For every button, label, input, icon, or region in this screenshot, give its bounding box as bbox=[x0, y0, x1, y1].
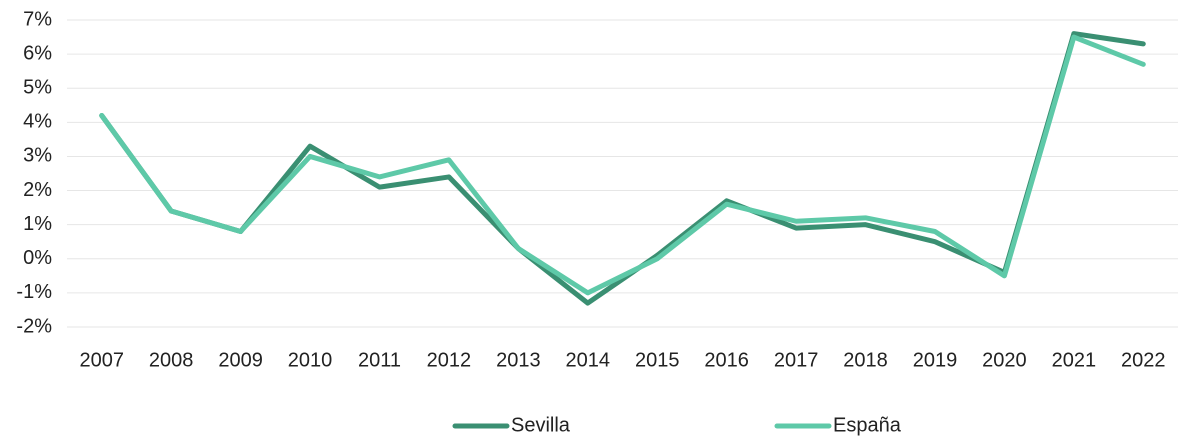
x-tick-label: 2011 bbox=[358, 349, 401, 371]
legend-label: Sevilla bbox=[511, 414, 571, 436]
y-tick-label: -2% bbox=[16, 315, 52, 337]
x-tick-label: 2007 bbox=[79, 349, 124, 371]
x-tick-label: 2017 bbox=[774, 349, 819, 371]
x-tick-label: 2013 bbox=[496, 349, 541, 371]
x-tick-label: 2014 bbox=[566, 349, 611, 371]
y-tick-label: 5% bbox=[23, 77, 52, 99]
x-tick-label: 2020 bbox=[982, 349, 1027, 371]
legend-label: España bbox=[833, 414, 902, 436]
y-tick-label: 7% bbox=[23, 8, 52, 30]
x-tick-label: 2012 bbox=[427, 349, 472, 371]
y-tick-label: 2% bbox=[23, 179, 52, 201]
y-tick-label: 6% bbox=[23, 42, 52, 64]
x-tick-label: 2021 bbox=[1052, 349, 1097, 371]
line-series bbox=[99, 34, 1146, 296]
x-tick-label: 2019 bbox=[913, 349, 958, 371]
x-tick-label: 2015 bbox=[635, 349, 680, 371]
line-series bbox=[99, 31, 1146, 306]
x-tick-label: 2022 bbox=[1121, 349, 1166, 371]
x-tick-label: 2018 bbox=[843, 349, 888, 371]
y-tick-label: 1% bbox=[23, 213, 52, 235]
x-tick-label: 2008 bbox=[149, 349, 194, 371]
y-tick-label: 3% bbox=[23, 145, 52, 167]
y-tick-label: -1% bbox=[16, 281, 52, 303]
x-tick-label: 2009 bbox=[218, 349, 263, 371]
x-tick-label: 2016 bbox=[704, 349, 749, 371]
y-tick-label: 4% bbox=[23, 111, 52, 133]
y-tick-label: 0% bbox=[23, 247, 52, 269]
x-tick-label: 2010 bbox=[288, 349, 333, 371]
